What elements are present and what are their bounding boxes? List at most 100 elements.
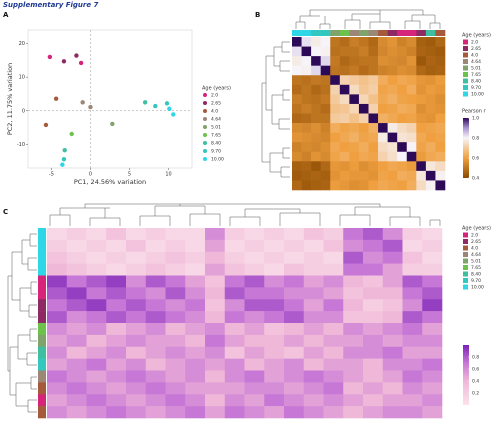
heatmap-cell [363,346,384,359]
heatmap-cell [126,228,147,241]
heatmap-cell [301,180,312,191]
heatmap-cell [330,84,341,95]
heatmap-cell [66,382,87,395]
heatmap-cell [126,334,147,348]
heatmap-cell [358,103,369,114]
figure-title: Supplementary Figure 7 [3,1,99,9]
heatmap-cell [339,65,350,76]
dendrogram [295,9,441,29]
heatmap-cell [264,263,285,276]
heatmap-cell [416,142,427,153]
heatmap-cell [244,406,265,419]
heatmap-cell [320,161,331,172]
heatmap-cell [145,299,166,312]
colorbar-tick-label: 0.6 [472,156,479,162]
plot-frame [27,29,193,169]
heatmap-cell [378,75,388,86]
heatmap-cell [387,132,398,143]
heatmap-cell [224,228,245,241]
heatmap-cell [368,161,379,172]
heatmap-cell [323,299,344,312]
heatmap-cell [425,94,436,105]
heatmap-cell [368,132,379,143]
heatmap-cell [244,382,265,395]
heatmap-cell [349,142,360,153]
heatmap-cell [339,37,350,47]
heatmap-cell [397,132,408,143]
row-annotation [38,275,46,288]
column-annotation [311,30,321,36]
heatmap-cell [303,323,324,336]
heatmap-cell [106,275,127,288]
column-annotation [425,30,436,36]
heatmap-cell [284,287,305,300]
heatmap-cell [106,358,127,371]
heatmap-cell [416,161,427,172]
heatmap-cell [126,358,147,371]
heatmap-cell [185,228,206,241]
heatmap-cell [320,123,331,133]
heatmap-cell [422,406,443,419]
heatmap-cell [402,334,423,348]
point [142,100,148,105]
heatmap-cell [323,239,344,253]
heatmap-cell [264,346,285,359]
heatmap-cell [406,180,417,191]
heatmap-cell [47,311,68,324]
row-annotation [38,394,46,407]
heatmap-cell [185,287,206,300]
heatmap-cell [358,37,369,47]
heatmap-cell [368,180,379,191]
heatmap-cell [422,346,443,359]
point [43,122,49,128]
heatmap-cell [349,132,360,143]
heatmap-cell [397,151,408,162]
legend-swatch [463,52,468,58]
heatmap-cell [343,287,364,300]
heatmap-cell [387,180,398,191]
heatmap-cell [47,358,68,371]
heatmap-cell [311,180,321,191]
heatmap-cell [416,132,427,143]
heatmap-cell [416,65,427,76]
row-annotation [38,334,46,348]
heatmap-cell [165,263,186,276]
heatmap-cell [339,94,350,105]
heatmap-cell [435,65,446,76]
heatmap-cell [435,37,446,47]
column-annotation [349,30,360,36]
heatmap-cell [165,358,186,371]
legend-swatch [463,78,468,84]
heatmap-cell [387,94,398,105]
column-annotation [387,30,398,36]
heatmap-cell [106,323,127,336]
row-annotation [38,346,46,359]
heatmap-cell [126,370,147,383]
heatmap-cell [264,382,285,395]
heatmap-cell [358,56,369,66]
legend-label: 2.0 [471,233,478,239]
heatmap-cell [368,65,379,76]
heatmap-cell [320,94,331,105]
heatmap-cell [66,263,87,276]
heatmap-cell [106,394,127,407]
heatmap-cell [185,275,206,288]
legend-swatch [203,109,207,113]
heatmap-cell [343,346,364,359]
heatmap-cell [86,394,107,407]
heatmap-cell [349,151,360,162]
heatmap-cell [323,370,344,383]
heatmap-cell [435,46,446,57]
heatmap-cell [378,142,388,153]
heatmap-cell [382,251,403,264]
heatmap-cell [323,358,344,371]
heatmap-cell [292,75,302,86]
heatmap-cell [397,113,408,124]
legend-swatch [463,284,468,290]
legend-swatch [463,239,468,244]
point [61,59,67,64]
heatmap-cell [311,161,321,172]
heatmap-cell [422,251,443,264]
colorbar-tick-label: 0.2 [472,391,479,397]
heatmap-cell [106,334,127,348]
